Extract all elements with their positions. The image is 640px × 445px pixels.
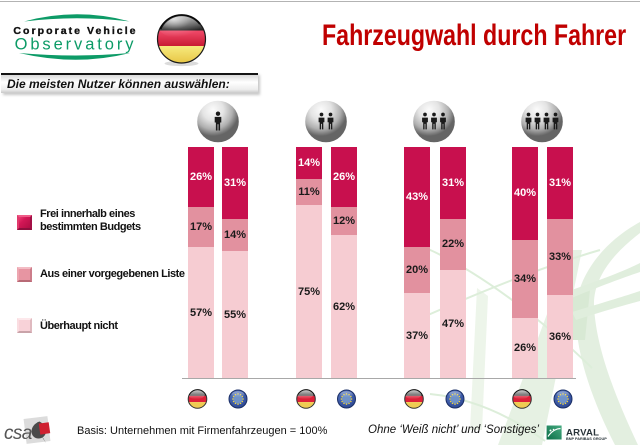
svg-text:ARVAL: ARVAL [566, 428, 599, 439]
svg-text:Observatory: Observatory [15, 36, 137, 54]
svg-text:Corporate Vehicle: Corporate Vehicle [13, 25, 137, 37]
svg-text:BNP PARIBAS GROUP: BNP PARIBAS GROUP [566, 437, 607, 441]
svg-text:csa: csa [4, 423, 32, 444]
